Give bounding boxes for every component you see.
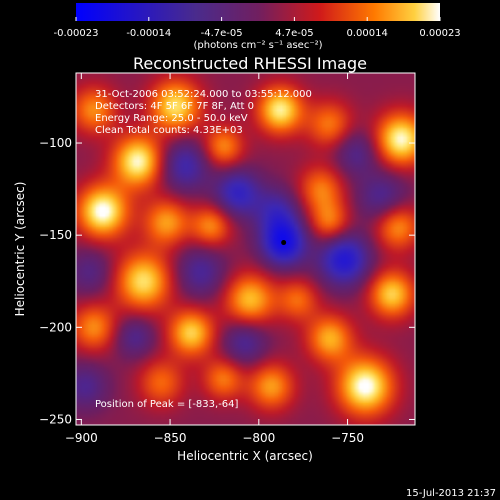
colorbar-ticks: -0.00023 -0.00014 -4.7e-05 4.7e-05 0.00014 0.… [54,17,461,39]
info-line: Clean Total counts: 4.33E+03 [95,125,243,136]
axes: −900 −850 −800 −750 −100 −150 −200 −250 [39,73,415,445]
y-tick-label: −200 [39,320,72,334]
colorbar-tick-label: -0.00023 [54,28,99,39]
x-axis-label: Heliocentric X (arcsec) [177,449,313,463]
y-tick-label: −250 [39,412,72,426]
colorbar-tick-label: 4.7e-05 [275,28,313,39]
peak-label: Position of Peak = [-833,-64] [95,399,239,410]
colorbar-tick-label: -4.7e-05 [201,28,243,39]
y-tick-label: −150 [39,228,72,242]
plot-frame [75,72,416,426]
chart-title: Reconstructed RHESSI Image [133,54,367,73]
info-line: Detectors: 4F 5F 6F 7F 8F, Att 0 [95,101,254,112]
info-line: 31-Oct-2006 03:52:24.000 to 03:55:12.000 [95,89,312,100]
colorbar-tick-label: 0.00023 [419,28,460,39]
info-block: 31-Oct-2006 03:52:24.000 to 03:55:12.000… [95,89,312,136]
heatmap-image [76,73,415,425]
x-tick-label: −850 [154,431,187,445]
x-tick-label: −750 [331,431,364,445]
peak-marker [281,240,287,246]
colorbar-tick-label: -0.00014 [126,28,171,39]
y-tick-label: −100 [39,136,72,150]
x-tick-label: −900 [65,431,98,445]
colorbar-tick-label: 0.00014 [347,28,388,39]
colorbar [76,3,440,21]
timestamp: 15-Jul-2013 21:37 [406,488,496,499]
colorbar-unit-label: (photons cm⁻² s⁻¹ asec⁻²) [193,40,322,51]
info-line: Energy Range: 25.0 - 50.0 keV [95,113,248,124]
y-axis-label: Heliocentric Y (arcsec) [13,182,27,317]
x-tick-label: −800 [242,431,275,445]
